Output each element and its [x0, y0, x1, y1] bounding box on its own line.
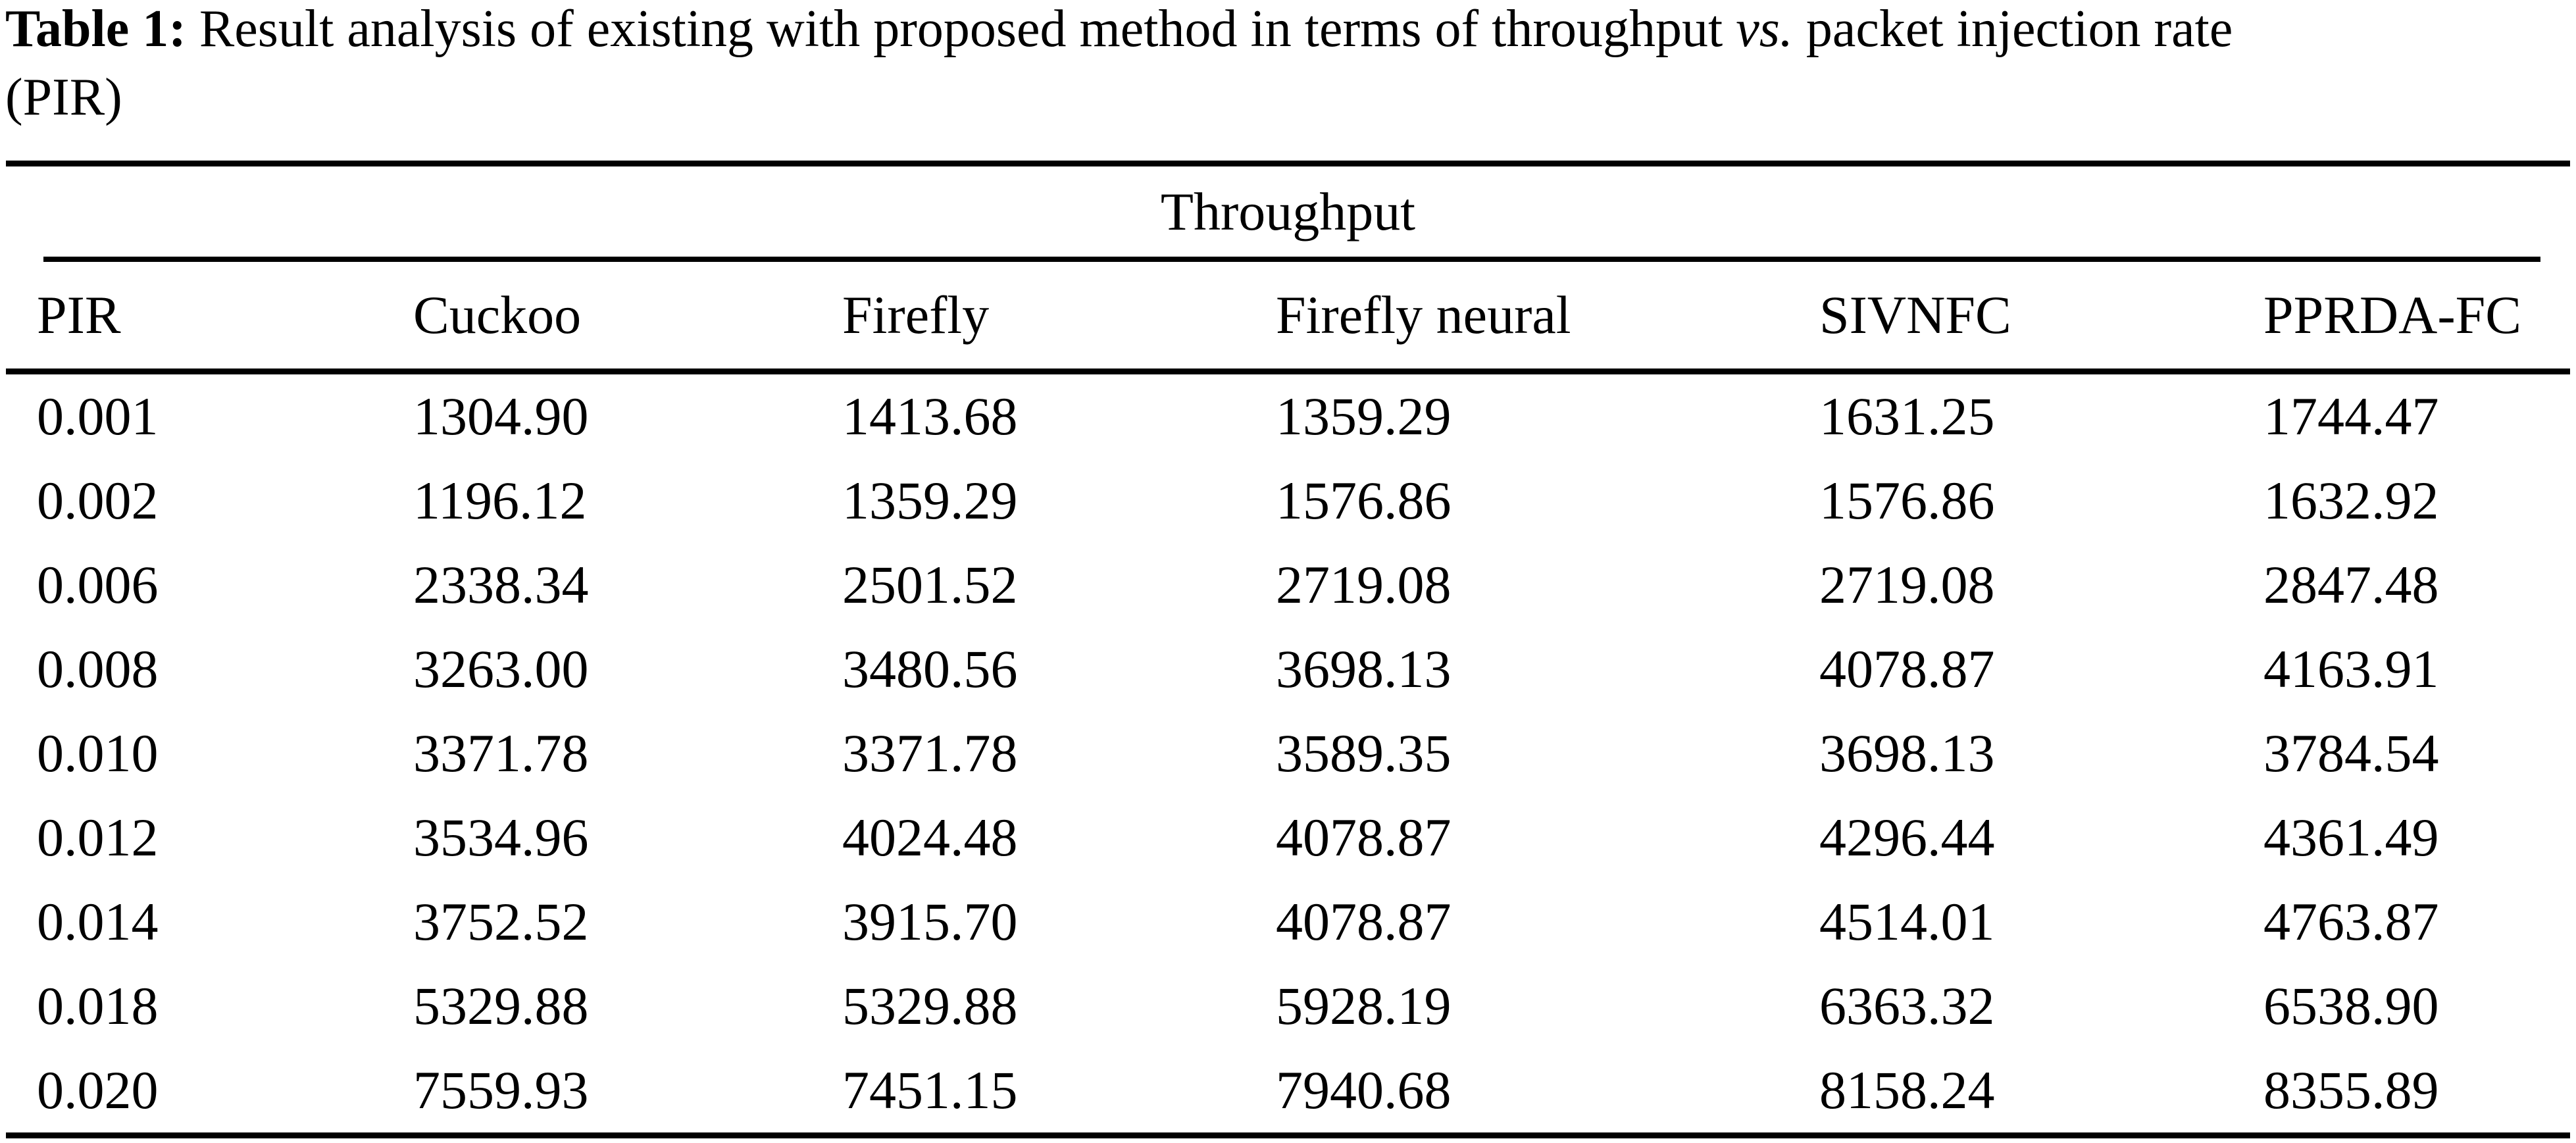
table-row: 0.002 1196.12 1359.29 1576.86 1576.86 16… — [0, 459, 2576, 543]
caption-label: Table 1: — [5, 0, 186, 58]
firefly-value: 1413.68 — [842, 386, 1018, 446]
table-row: 0.008 3263.00 3480.56 3698.13 4078.87 41… — [0, 627, 2576, 711]
cuckoo-value: 3263.00 — [413, 639, 589, 699]
sivnfc-value: 4514.01 — [1819, 892, 1995, 952]
column-header-sivnfc: SIVNFC — [1819, 285, 2011, 345]
pprda-fc-value: 1632.92 — [2263, 470, 2439, 530]
table-row: 0.001 1304.90 1413.68 1359.29 1631.25 17… — [0, 374, 2576, 459]
firefly-neural-value: 7940.68 — [1276, 1060, 1452, 1120]
pprda-fc-value: 4163.91 — [2263, 639, 2439, 699]
cuckoo-value: 5329.88 — [413, 976, 589, 1036]
firefly-value: 7451.15 — [842, 1060, 1018, 1120]
firefly-neural-value: 4078.87 — [1276, 807, 1452, 867]
sivnfc-value: 2719.08 — [1819, 555, 1995, 615]
pir-value: 0.018 — [37, 976, 159, 1036]
table-row: 0.018 5329.88 5329.88 5928.19 6363.32 65… — [0, 964, 2576, 1048]
firefly-neural-value: 4078.87 — [1276, 892, 1452, 952]
firefly-neural-value: 5928.19 — [1276, 976, 1452, 1036]
pir-value: 0.002 — [37, 470, 159, 530]
firefly-neural-value: 1576.86 — [1276, 470, 1452, 530]
pir-value: 0.012 — [37, 807, 159, 867]
firefly-value: 4024.48 — [842, 807, 1018, 867]
pprda-fc-value: 4763.87 — [2263, 892, 2439, 952]
pir-value: 0.014 — [37, 892, 159, 952]
table-top-rule — [6, 161, 2570, 166]
firefly-value: 5329.88 — [842, 976, 1018, 1036]
pprda-fc-value: 8355.89 — [2263, 1060, 2439, 1120]
sivnfc-value: 8158.24 — [1819, 1060, 1995, 1120]
firefly-value: 3915.70 — [842, 892, 1018, 952]
firefly-neural-value: 1359.29 — [1276, 386, 1452, 446]
firefly-value: 3371.78 — [842, 723, 1018, 783]
pir-value: 0.008 — [37, 639, 159, 699]
group-header-row: Throughput — [0, 166, 2576, 257]
pir-value: 0.006 — [37, 555, 159, 615]
cuckoo-value: 3371.78 — [413, 723, 589, 783]
sivnfc-value: 4296.44 — [1819, 807, 1995, 867]
sivnfc-value: 6363.32 — [1819, 976, 1995, 1036]
sivnfc-value: 1631.25 — [1819, 386, 1995, 446]
group-header-label: Throughput — [1160, 181, 1416, 241]
caption-vs: vs. — [1736, 0, 1793, 58]
table-row: 0.010 3371.78 3371.78 3589.35 3698.13 37… — [0, 711, 2576, 796]
caption-line-1: Table 1: Result analysis of existing wit… — [5, 0, 2576, 63]
sivnfc-value: 3698.13 — [1819, 723, 1995, 783]
cuckoo-value: 7559.93 — [413, 1060, 589, 1120]
table-row: 0.014 3752.52 3915.70 4078.87 4514.01 47… — [0, 880, 2576, 964]
firefly-neural-value: 2719.08 — [1276, 555, 1452, 615]
pprda-fc-value: 2847.48 — [2263, 555, 2439, 615]
column-header-pir: PIR — [37, 285, 121, 345]
caption-body: Result analysis of existing with propose… — [186, 0, 1736, 58]
cuckoo-value: 2338.34 — [413, 555, 589, 615]
sivnfc-value: 1576.86 — [1819, 470, 1995, 530]
table-row: 0.006 2338.34 2501.52 2719.08 2719.08 28… — [0, 543, 2576, 627]
pir-value: 0.001 — [37, 386, 159, 446]
firefly-neural-value: 3589.35 — [1276, 723, 1452, 783]
caption-tail: packet injection rate — [1792, 0, 2233, 58]
column-header-firefly-neural: Firefly neural — [1276, 285, 1571, 345]
pprda-fc-value: 1744.47 — [2263, 386, 2439, 446]
pprda-fc-value: 3784.54 — [2263, 723, 2439, 783]
firefly-value: 1359.29 — [842, 470, 1018, 530]
firefly-value: 3480.56 — [842, 639, 1018, 699]
cuckoo-value: 1196.12 — [413, 470, 587, 530]
table-row: 0.020 7559.93 7451.15 7940.68 8158.24 83… — [0, 1048, 2576, 1132]
pir-value: 0.010 — [37, 723, 159, 783]
pprda-fc-value: 6538.90 — [2263, 976, 2439, 1036]
results-table: Throughput PIR Cuckoo Firefly Firefly ne… — [0, 161, 2576, 1138]
cuckoo-value: 3752.52 — [413, 892, 589, 952]
column-header-pprda-fc: PPRDA-FC — [2263, 285, 2521, 345]
pir-value: 0.020 — [37, 1060, 159, 1120]
cuckoo-value: 3534.96 — [413, 807, 589, 867]
pprda-fc-value: 4361.49 — [2263, 807, 2439, 867]
column-header-firefly: Firefly — [842, 285, 990, 345]
header-bottom-rule — [6, 368, 2570, 374]
caption-line-2: (PIR) — [5, 68, 122, 126]
column-header-row: PIR Cuckoo Firefly Firefly neural SIVNFC… — [0, 262, 2576, 368]
firefly-value: 2501.52 — [842, 555, 1018, 615]
firefly-neural-value: 3698.13 — [1276, 639, 1452, 699]
table-bottom-rule — [6, 1132, 2570, 1138]
column-header-cuckoo: Cuckoo — [413, 285, 582, 345]
table-caption: Table 1: Result analysis of existing wit… — [5, 0, 2576, 132]
table-row: 0.012 3534.96 4024.48 4078.87 4296.44 43… — [0, 796, 2576, 880]
sivnfc-value: 4078.87 — [1819, 639, 1995, 699]
cuckoo-value: 1304.90 — [413, 386, 589, 446]
group-header-rule — [43, 257, 2540, 262]
